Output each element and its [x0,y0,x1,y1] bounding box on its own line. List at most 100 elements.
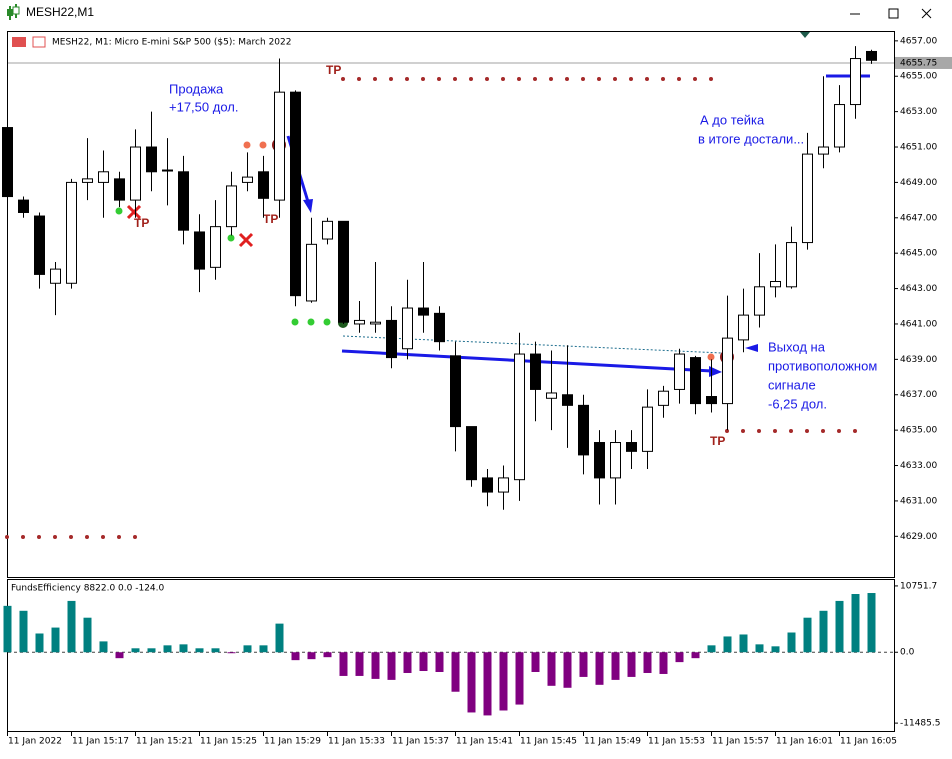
tp-dot [581,77,585,81]
candle-body [18,199,29,213]
tp-dot [805,429,809,433]
bar [227,652,236,654]
candle-body [722,337,733,405]
candle-body [2,127,13,198]
x-tick-label: 11 Jan 15:25 [200,737,257,747]
candle-body [770,280,781,288]
y-tick-label: 4635.00 [900,426,937,436]
y-tick-label: 4651.00 [900,143,937,153]
tp-label: TP [710,434,725,448]
tp-dot [629,77,633,81]
bar [771,646,780,653]
y-tick-label: 4629.00 [900,532,937,542]
tp-dot [613,77,617,81]
y-tick-label: 4647.00 [900,213,937,223]
tp-dot [709,77,713,81]
annotation: +17,50 дол. [169,99,238,114]
candle-body [610,442,621,479]
chart-header: MESH22, M1: Micro E-mini S&P 500 ($5): M… [52,38,291,48]
bar [323,652,332,658]
candle-body [802,153,813,244]
candle-body [498,477,509,493]
y-tick-label: 4657.00 [900,36,937,46]
candle-body [50,268,61,284]
x-tick-label: 11 Jan 15:41 [456,737,513,747]
y-tick-label: 4653.00 [900,107,937,117]
y-tick-label: 4643.00 [900,284,937,294]
bar [643,652,652,673]
bar [163,645,172,653]
bar [707,645,716,653]
tp-dot [453,77,457,81]
bar [51,627,60,653]
candle-body [578,404,589,456]
candle-body [130,146,141,201]
bar [611,652,620,680]
tp-dot [405,77,409,81]
annotation: Продажа [169,81,224,96]
candle-body [754,286,765,316]
x-tick-label: 11 Jan 15:21 [136,737,193,747]
bar [499,652,508,711]
tp-dot [789,429,793,433]
annotation: в итоге достали... [698,131,804,146]
bar [83,617,92,653]
tp-label: TP [263,212,278,226]
candle-body [210,226,221,268]
candle-body [354,319,365,325]
candle-body [322,220,333,240]
bar [3,605,12,653]
bar [579,652,588,677]
bar [691,652,700,659]
tp-dot [661,77,665,81]
tp-dot [421,77,425,81]
candle-body [338,220,349,323]
bar [675,652,684,663]
bar [99,641,108,653]
tp-dot [757,429,761,433]
tp-dot [5,535,9,539]
candle-body [226,185,237,228]
candle-body [98,171,109,183]
x-tick-label: 11 Jan 15:57 [712,737,769,747]
bar [835,600,844,653]
bar [355,652,364,676]
bar [339,652,348,676]
y-tick-label: 4639.00 [900,355,937,365]
bar [819,610,828,653]
candle-body [370,321,381,325]
tp-dot [37,535,41,539]
tp-dot [485,77,489,81]
bar [147,648,156,653]
tp-label: TP [134,216,149,230]
close-button[interactable] [921,8,932,19]
candle-body [866,50,877,61]
tp-dot [117,535,121,539]
trade-markers [5,74,870,539]
annotation: А до тейка [700,112,765,127]
tp-dot [437,77,441,81]
candle-body [306,243,317,302]
x-tick-label: 11 Jan 15:17 [72,737,129,747]
candle-body [738,314,749,341]
candle-body [482,477,493,493]
bar [387,652,396,680]
candle-body [674,353,685,390]
y-tick-label: 4645.00 [900,249,937,259]
annotation: Выход на [768,339,826,354]
tp-dot [549,77,553,81]
tp-dot [517,77,521,81]
bar [67,600,76,653]
y-tick-label: 4641.00 [900,319,937,329]
x-tick-label: 11 Jan 16:01 [776,737,833,747]
candle-body [290,91,301,297]
bar [451,652,460,692]
bar [659,652,668,674]
candle-body [850,58,861,106]
y-tick-label: 4631.00 [900,496,937,506]
tp-dot [133,535,137,539]
bar [531,652,540,672]
x-tick-label: 11 Jan 15:53 [648,737,705,747]
maximize-button[interactable] [888,8,899,19]
candle-body [386,319,397,359]
